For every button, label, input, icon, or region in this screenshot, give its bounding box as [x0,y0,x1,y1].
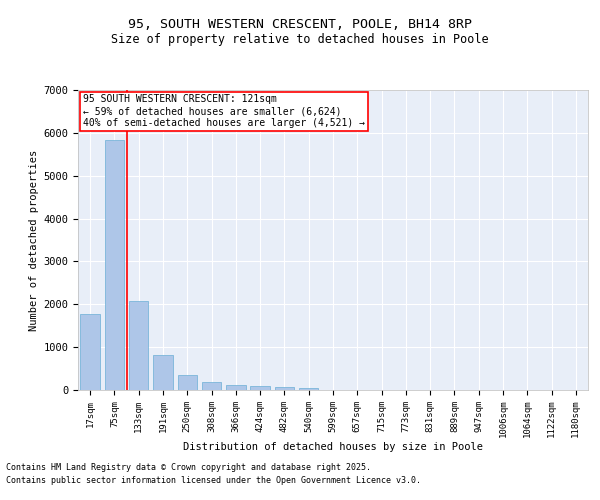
Bar [178,376,197,390]
Text: 95 SOUTH WESTERN CRESCENT: 121sqm
← 59% of detached houses are smaller (6,624)
4: 95 SOUTH WESTERN CRESCENT: 121sqm ← 59% … [83,94,365,128]
Bar [153,355,173,390]
Text: Size of property relative to detached houses in Poole: Size of property relative to detached ho… [111,32,489,46]
Bar [226,385,245,390]
Bar [299,388,319,390]
Text: Contains public sector information licensed under the Open Government Licence v3: Contains public sector information licen… [6,476,421,485]
Bar [129,301,148,390]
Bar [275,387,294,390]
X-axis label: Distribution of detached houses by size in Poole: Distribution of detached houses by size … [183,442,483,452]
Bar [80,314,100,390]
Text: Contains HM Land Registry data © Crown copyright and database right 2025.: Contains HM Land Registry data © Crown c… [6,464,371,472]
Bar [250,386,270,390]
Y-axis label: Number of detached properties: Number of detached properties [29,150,39,330]
Bar [105,140,124,390]
Text: 95, SOUTH WESTERN CRESCENT, POOLE, BH14 8RP: 95, SOUTH WESTERN CRESCENT, POOLE, BH14 … [128,18,472,30]
Bar [202,382,221,390]
